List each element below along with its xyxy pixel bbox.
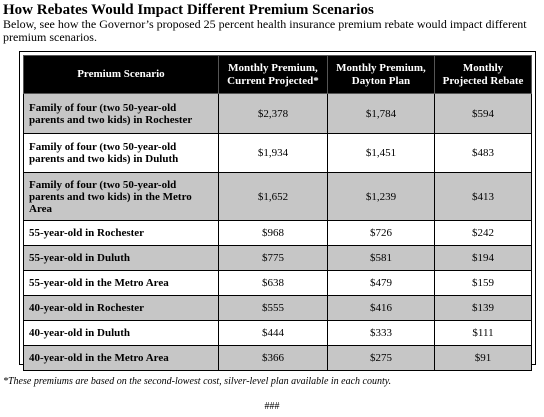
row-dayton-premium: $479 xyxy=(326,270,436,296)
row-scenario: 55-year-old in Duluth xyxy=(23,245,219,271)
row-rebate: $242 xyxy=(434,220,532,246)
table-row: Family of four (two 50-year-old parents … xyxy=(23,93,532,134)
row-current-premium: $638 xyxy=(217,270,328,296)
row-scenario: 40-year-old in Rochester xyxy=(23,295,219,321)
header-current-projected: Monthly Premium, Current Projected* xyxy=(217,55,328,94)
table-row: Family of four (two 50-year-old parents … xyxy=(23,172,532,221)
row-rebate: $483 xyxy=(434,133,532,173)
footnote: *These premiums are based on the second-… xyxy=(3,376,392,387)
row-dayton-premium: $275 xyxy=(326,345,436,371)
header-dayton-plan: Monthly Premium, Dayton Plan xyxy=(326,55,436,94)
table-row: 40-year-old in Rochester $555 $416 $139 xyxy=(23,295,532,321)
row-dayton-premium: $581 xyxy=(326,245,436,271)
row-dayton-premium: $1,784 xyxy=(326,93,436,134)
row-current-premium: $2,378 xyxy=(217,93,328,134)
table-row: 55-year-old in Rochester $968 $726 $242 xyxy=(23,220,532,246)
row-dayton-premium: $1,239 xyxy=(326,172,436,221)
row-rebate: $111 xyxy=(434,320,532,346)
row-scenario: Family of four (two 50-year-old parents … xyxy=(23,93,219,134)
row-current-premium: $968 xyxy=(217,220,328,246)
row-dayton-premium: $333 xyxy=(326,320,436,346)
end-mark: ### xyxy=(264,401,280,412)
row-current-premium: $775 xyxy=(217,245,328,271)
row-current-premium: $1,934 xyxy=(217,133,328,173)
row-scenario: Family of four (two 50-year-old parents … xyxy=(23,133,219,173)
premium-table-frame: Premium Scenario Monthly Premium, Curren… xyxy=(19,51,536,371)
table-header-row: Premium Scenario Monthly Premium, Curren… xyxy=(23,55,532,94)
table-row: Family of four (two 50-year-old parents … xyxy=(23,133,532,173)
table-row: 40-year-old in Duluth $444 $333 $111 xyxy=(23,320,532,346)
page-title: How Rebates Would Impact Different Premi… xyxy=(3,2,374,18)
intro-text: Below, see how the Governor’s proposed 2… xyxy=(3,17,527,44)
row-dayton-premium: $416 xyxy=(326,295,436,321)
header-premium-scenario: Premium Scenario xyxy=(23,55,219,94)
header-projected-rebate: Monthly Projected Rebate xyxy=(434,55,532,94)
row-rebate: $413 xyxy=(434,172,532,221)
row-rebate: $91 xyxy=(434,345,532,371)
row-rebate: $159 xyxy=(434,270,532,296)
row-current-premium: $366 xyxy=(217,345,328,371)
row-rebate: $594 xyxy=(434,93,532,134)
row-scenario: 40-year-old in Duluth xyxy=(23,320,219,346)
row-dayton-premium: $1,451 xyxy=(326,133,436,173)
row-scenario: Family of four (two 50-year-old parents … xyxy=(23,172,219,221)
table-row: 40-year-old in the Metro Area $366 $275 … xyxy=(23,345,532,371)
row-rebate: $139 xyxy=(434,295,532,321)
row-scenario: 55-year-old in the Metro Area xyxy=(23,270,219,296)
row-current-premium: $444 xyxy=(217,320,328,346)
premium-table: Premium Scenario Monthly Premium, Curren… xyxy=(23,55,532,371)
row-dayton-premium: $726 xyxy=(326,220,436,246)
table-row: 55-year-old in the Metro Area $638 $479 … xyxy=(23,270,532,296)
row-current-premium: $555 xyxy=(217,295,328,321)
row-scenario: 40-year-old in the Metro Area xyxy=(23,345,219,371)
row-current-premium: $1,652 xyxy=(217,172,328,221)
row-scenario: 55-year-old in Rochester xyxy=(23,220,219,246)
row-rebate: $194 xyxy=(434,245,532,271)
table-row: 55-year-old in Duluth $775 $581 $194 xyxy=(23,245,532,271)
